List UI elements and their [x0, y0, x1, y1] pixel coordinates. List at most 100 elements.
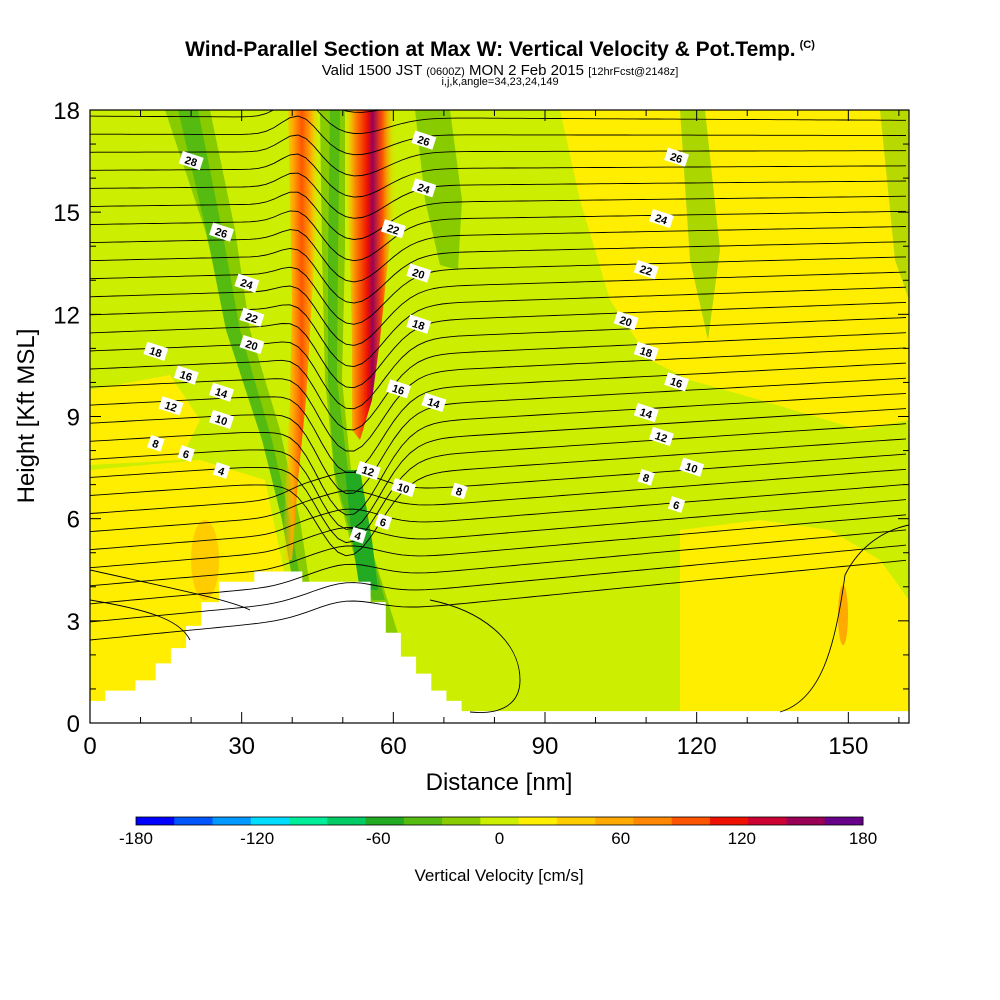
theta-label-text: 10	[213, 413, 228, 428]
theta-label: 8	[450, 482, 468, 500]
theta-label-text: 6	[671, 499, 681, 512]
x-axis-title: Distance [nm]	[426, 769, 573, 796]
theta-label-text: 18	[148, 345, 163, 360]
downdraft-band-east	[415, 110, 462, 270]
theta-isoline	[90, 453, 907, 514]
field-orange-blob-1	[191, 520, 219, 600]
chart-title: Wind-Parallel Section at Max W: Vertical…	[185, 38, 815, 61]
theta-label-text: 12	[653, 430, 668, 445]
downdraft-band-right	[880, 110, 909, 300]
theta-label-text: 8	[641, 472, 651, 485]
colorbar-swatch	[212, 817, 252, 825]
theta-label: 24	[234, 273, 260, 293]
colorbar-tick-label: 60	[611, 829, 630, 848]
theta-label-text: 22	[638, 263, 653, 278]
theta-label: 16	[173, 365, 199, 385]
y-tick-label: 9	[67, 405, 80, 432]
theta-isoline	[90, 172, 907, 219]
theta-label-text: 22	[385, 223, 400, 238]
theta-label-text: 14	[426, 396, 442, 411]
theta-isoline	[90, 332, 907, 431]
colorbar-swatch	[327, 817, 367, 825]
x-tick-label: 60	[380, 733, 407, 760]
terrain-profile	[90, 571, 909, 723]
theta-label: 12	[158, 396, 184, 416]
theta-isoline	[90, 468, 907, 533]
colorbar-tick-label: 180	[849, 829, 877, 848]
theta-label-text: 20	[411, 267, 426, 282]
theta-label-text: 20	[618, 314, 633, 329]
colorbar-swatch	[136, 817, 175, 825]
theta-label-text: 24	[416, 182, 432, 197]
theta-isoline	[90, 256, 907, 325]
theta-isoline	[90, 408, 907, 530]
theta-label: 10	[209, 409, 235, 430]
colorbar-tick-label: -180	[119, 829, 153, 848]
theta-isoline	[90, 286, 907, 368]
theta-isoline	[90, 191, 907, 240]
theta-label: 6	[374, 513, 393, 530]
theta-label-text: 16	[390, 383, 405, 398]
theta-contour-labels: 28 26 24 22 20 18 16 14 12 10 8 6 4 26 24 22 20 18 16 14 12 1…	[143, 130, 705, 544]
theta-isoline	[90, 271, 907, 346]
theta-label-text: 22	[244, 311, 259, 326]
y-tick-label: 0	[67, 711, 80, 738]
theta-label: 10	[679, 457, 705, 477]
theta-label-text: 16	[668, 376, 683, 391]
theta-label: 22	[633, 260, 659, 280]
theta-label-text: 26	[668, 151, 683, 166]
theta-label: 22	[380, 219, 406, 239]
theta-label: 26	[209, 222, 235, 242]
x-tick-label: 30	[228, 733, 255, 760]
theta-isoline	[90, 317, 907, 410]
theta-isoline	[90, 115, 906, 156]
theta-label-text: 6	[181, 448, 191, 461]
colorbar-frame	[135, 816, 864, 826]
colorbar-swatch	[442, 817, 481, 825]
theta-label: 10	[391, 477, 417, 498]
theta-label: 16	[664, 372, 690, 392]
theta-label-text: 10	[395, 481, 410, 496]
chart-subtitle: Valid 1500 JST (0600Z) MON 2 Feb 2015 [1…	[321, 62, 679, 79]
theta-label-text: 14	[213, 386, 229, 401]
colorbar-swatch	[518, 817, 558, 825]
theta-label: 24	[648, 208, 674, 229]
theta-label: 14	[209, 382, 235, 402]
theta-label-text: 20	[244, 338, 259, 353]
theta-label: 18	[406, 314, 432, 334]
theta-label-text: 18	[411, 318, 426, 333]
theta-label: 18	[633, 341, 659, 361]
theta-label-text: 24	[653, 212, 669, 227]
theta-label-text: 8	[454, 486, 464, 499]
theta-isoline	[90, 499, 907, 569]
theta-label: 24	[411, 178, 437, 198]
theta-label-text: 18	[638, 345, 653, 360]
colorbar-swatch	[289, 817, 328, 825]
y-tick-label: 6	[67, 507, 80, 534]
theta-label-text: 24	[239, 277, 255, 292]
theta-isoline	[90, 559, 907, 641]
theta-label: 14	[633, 403, 659, 423]
theta-isoline	[90, 544, 907, 623]
theta-label-text: 26	[416, 134, 431, 149]
theta-label-text: 16	[178, 369, 193, 384]
copyright-mark: (C)	[799, 39, 815, 51]
field-yellow-blob	[790, 320, 820, 370]
theta-label: 26	[411, 130, 437, 150]
theta-isoline	[90, 514, 907, 587]
colorbar-swatch	[365, 817, 405, 825]
theta-isolines	[90, 110, 909, 713]
theta-label-text: 8	[151, 438, 161, 451]
chart-indices: i,j,k,angle=34,23,24,149	[441, 76, 559, 88]
theta-label: 14	[421, 392, 447, 413]
colorbar-tick-label: -120	[240, 829, 274, 848]
updraft-plume-west	[282, 110, 318, 560]
colorbar-swatch	[748, 817, 787, 825]
theta-label: 8	[147, 434, 165, 452]
colorbar-tick-label: 120	[728, 829, 756, 848]
theta-isoline	[90, 241, 907, 304]
colorbar-swatch	[786, 817, 826, 825]
theta-label: 16	[386, 379, 412, 399]
theta-isoline	[90, 392, 907, 516]
